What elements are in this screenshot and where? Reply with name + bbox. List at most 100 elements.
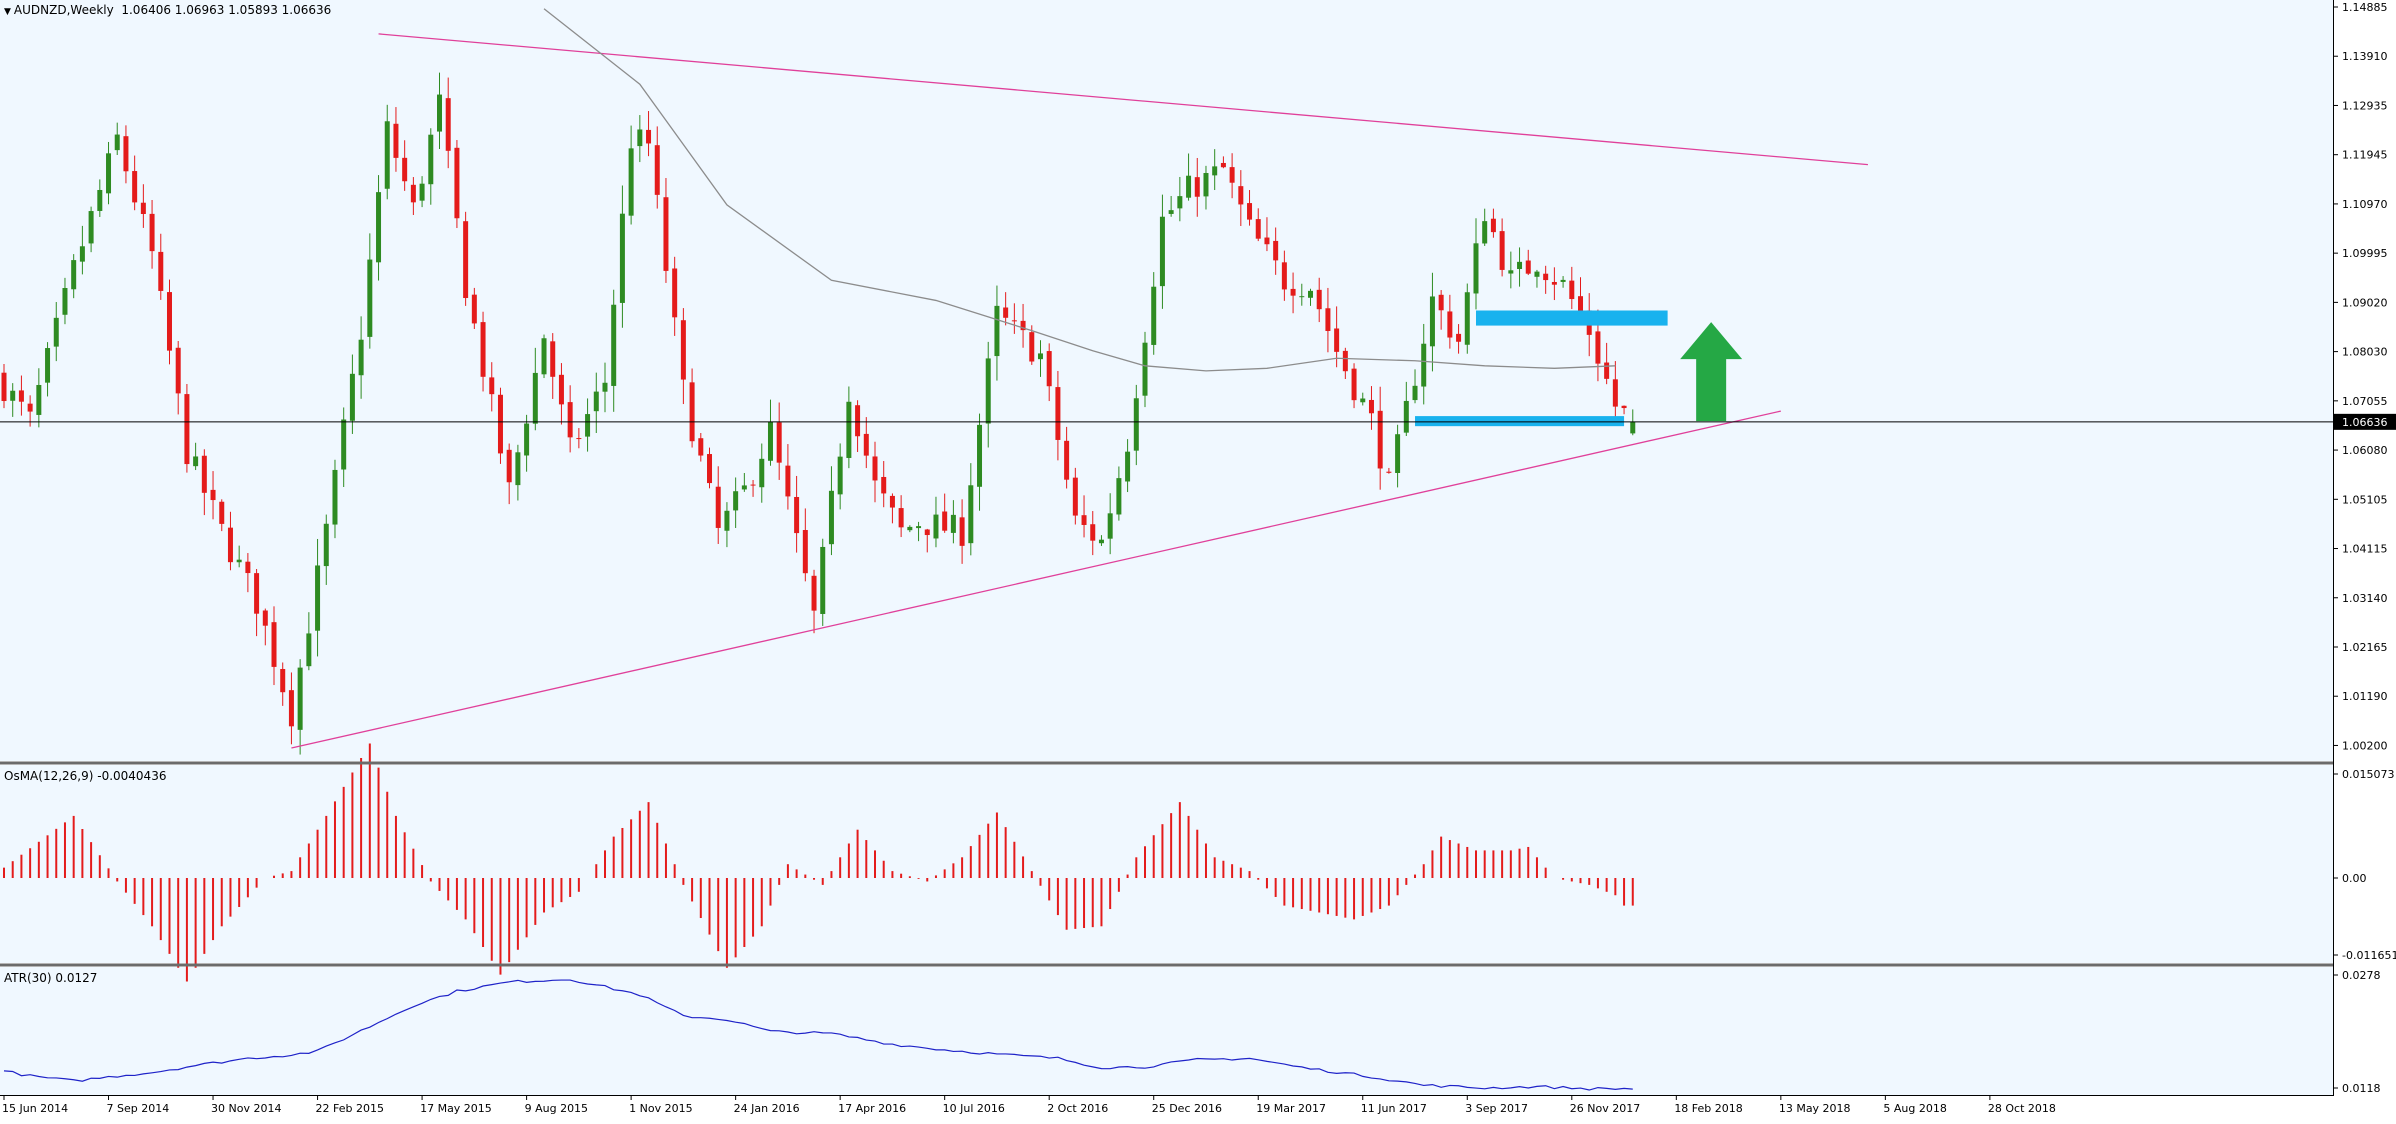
- candle-body: [1604, 362, 1610, 379]
- candle: [707, 447, 713, 489]
- candle: [1203, 165, 1209, 210]
- candle-body: [1020, 320, 1026, 331]
- candle-body: [1238, 186, 1244, 205]
- candle: [1438, 290, 1444, 330]
- candle: [1125, 439, 1131, 493]
- candle: [1220, 156, 1226, 169]
- candle-body: [968, 485, 974, 544]
- candle-body: [663, 197, 669, 271]
- candle-body: [985, 358, 991, 424]
- candle: [140, 184, 146, 228]
- candle: [524, 414, 530, 472]
- candle: [149, 199, 155, 269]
- time-tick-label: 25 Dec 2016: [1152, 1102, 1222, 1115]
- candle-body: [1342, 350, 1348, 372]
- candle-body: [541, 338, 547, 375]
- candle-body: [471, 294, 477, 324]
- candle-body: [1029, 332, 1035, 362]
- candle-body: [689, 382, 695, 442]
- candle: [750, 479, 756, 497]
- candle: [1177, 176, 1183, 222]
- candle: [506, 443, 512, 505]
- candle: [454, 140, 460, 229]
- candle: [1133, 384, 1139, 466]
- candle: [1316, 277, 1322, 323]
- candle-body: [1229, 167, 1235, 183]
- candle: [402, 140, 408, 191]
- chart-title: ▼ AUDNZD,Weekly 1.06406 1.06963 1.05893 1…: [4, 3, 331, 17]
- candle-body: [1517, 261, 1523, 270]
- time-tick-label: 11 Jun 2017: [1361, 1102, 1427, 1115]
- candle-body: [140, 202, 146, 214]
- up-arrow-icon: [1680, 322, 1743, 422]
- candle-body: [680, 320, 686, 380]
- candle-body: [315, 565, 321, 631]
- candle-body: [759, 458, 765, 488]
- candle-body: [881, 476, 887, 494]
- candle: [602, 362, 608, 413]
- candle: [715, 466, 721, 544]
- price-tick-label: 1.02165: [2342, 641, 2388, 654]
- candle: [1543, 265, 1549, 294]
- candle-body: [227, 527, 233, 563]
- candle: [1090, 511, 1096, 556]
- atr-tick-label: 0.0278: [2342, 969, 2381, 982]
- candle: [985, 341, 991, 448]
- candle-body: [262, 610, 268, 626]
- dropdown-arrow-icon[interactable]: ▼: [4, 7, 11, 17]
- candle-body: [1630, 421, 1636, 434]
- price-tick-label: 1.03140: [2342, 592, 2388, 605]
- price-tick-label: 1.09995: [2342, 247, 2388, 260]
- lower-trendline: [291, 410, 1781, 749]
- candle-body: [593, 391, 599, 412]
- time-tick-label: 26 Nov 2017: [1570, 1102, 1640, 1115]
- candle: [428, 128, 434, 205]
- candle-body: [767, 421, 773, 461]
- candle-body: [1578, 296, 1584, 314]
- price-axis-background: [2334, 0, 2396, 1120]
- candle: [489, 362, 495, 412]
- candle-body: [1177, 196, 1183, 209]
- candle: [288, 672, 294, 745]
- candle: [872, 441, 878, 503]
- candle: [1334, 306, 1340, 368]
- candle: [1107, 493, 1113, 555]
- candle-body: [236, 559, 242, 563]
- candle: [1325, 287, 1331, 353]
- candle: [1151, 272, 1157, 355]
- candle: [550, 333, 556, 399]
- candle: [1142, 331, 1148, 408]
- candle-body: [1003, 307, 1009, 318]
- candle-body: [506, 449, 512, 483]
- candle: [567, 385, 573, 453]
- candle: [36, 368, 42, 428]
- candle-body: [585, 414, 591, 437]
- candle-body: [524, 423, 530, 456]
- candle: [1011, 303, 1017, 334]
- candle: [1046, 343, 1052, 402]
- candle-body: [280, 668, 286, 693]
- candle: [497, 387, 503, 464]
- candle-body: [1325, 308, 1331, 331]
- candle-body: [1159, 216, 1165, 287]
- candle-body: [1072, 477, 1078, 516]
- candle-body: [332, 469, 338, 525]
- candle-body: [349, 373, 355, 421]
- candle: [515, 444, 521, 501]
- time-tick-label: 30 Nov 2014: [211, 1102, 281, 1115]
- candle-body: [933, 514, 939, 539]
- candle-body: [1220, 162, 1226, 168]
- candle: [1308, 288, 1313, 306]
- candle: [254, 569, 260, 637]
- candle-body: [558, 374, 564, 405]
- candle-body: [123, 136, 129, 172]
- candle-body: [158, 251, 164, 291]
- current-price-badge: [2334, 413, 2396, 430]
- candle-body: [1098, 539, 1104, 544]
- atr-tick-label: 0.0118: [2342, 1082, 2381, 1095]
- time-tick-label: 1 Nov 2015: [629, 1102, 692, 1115]
- candle: [62, 277, 68, 325]
- candle-body: [1377, 410, 1383, 469]
